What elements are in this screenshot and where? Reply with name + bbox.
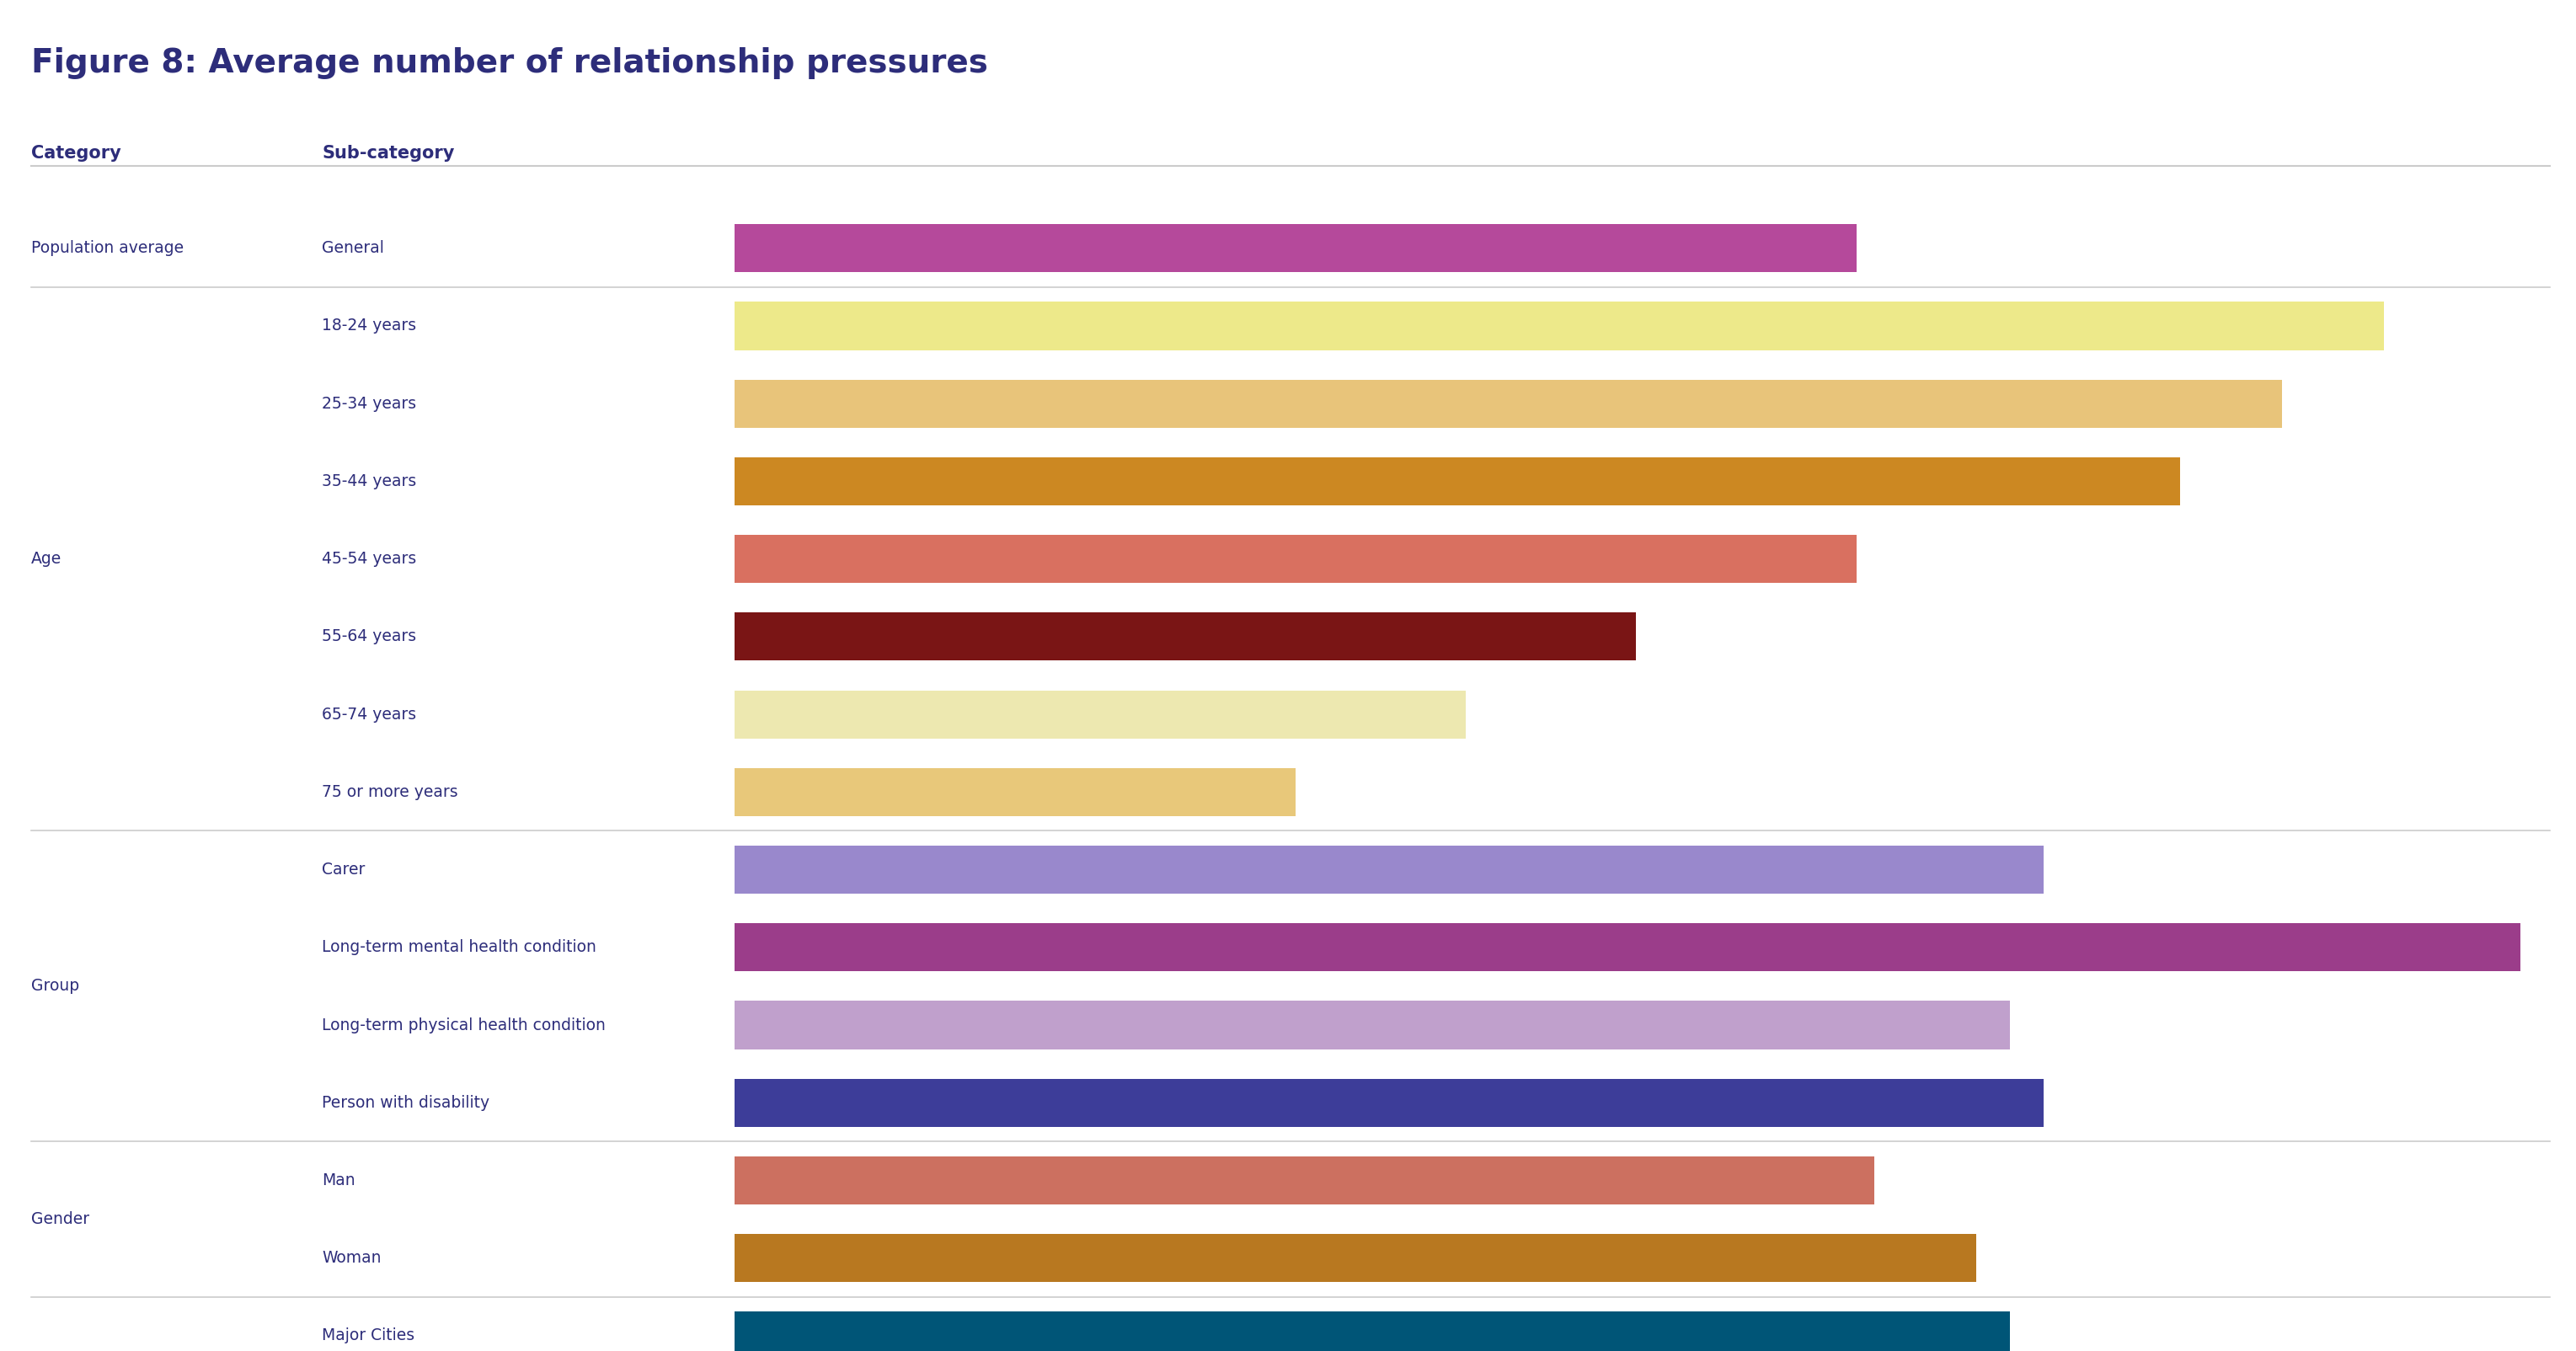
Text: 18-24 years: 18-24 years — [322, 317, 417, 334]
Text: Age: Age — [31, 551, 62, 567]
Text: Person with disability: Person with disability — [322, 1094, 489, 1111]
Bar — [734, 690, 1466, 739]
Text: Man: Man — [322, 1173, 355, 1189]
Bar — [734, 767, 1296, 816]
Text: 55-64 years: 55-64 years — [322, 628, 417, 644]
Text: 65-74 years: 65-74 years — [322, 707, 417, 723]
Text: 75 or more years: 75 or more years — [322, 784, 459, 800]
Text: 45-54 years: 45-54 years — [322, 551, 417, 567]
Text: Sub-category: Sub-category — [322, 146, 453, 162]
Bar — [734, 612, 1636, 661]
Bar — [734, 1156, 1873, 1205]
Bar — [734, 923, 2519, 971]
Bar — [734, 380, 2282, 428]
Text: 25-34 years: 25-34 years — [322, 396, 417, 412]
Text: 35-44 years: 35-44 years — [322, 473, 417, 489]
Text: Carer: Carer — [322, 862, 366, 878]
Bar — [734, 457, 2179, 505]
Text: Woman: Woman — [322, 1250, 381, 1266]
Bar — [734, 301, 2385, 350]
Text: Group: Group — [31, 978, 80, 994]
Bar — [734, 224, 1857, 273]
Bar — [734, 535, 1857, 584]
Bar — [734, 1312, 2009, 1351]
Text: Long-term physical health condition: Long-term physical health condition — [322, 1017, 605, 1034]
Text: Long-term mental health condition: Long-term mental health condition — [322, 939, 598, 955]
Text: Figure 8: Average number of relationship pressures: Figure 8: Average number of relationship… — [31, 47, 987, 80]
Text: Major Cities: Major Cities — [322, 1328, 415, 1344]
Text: General: General — [322, 240, 384, 257]
Text: Category: Category — [31, 146, 121, 162]
Text: Gender: Gender — [31, 1212, 90, 1227]
Bar — [734, 846, 2043, 894]
Bar — [734, 1078, 2043, 1127]
Bar — [734, 1001, 2009, 1050]
Text: Population average: Population average — [31, 240, 183, 257]
Bar — [734, 1233, 1976, 1282]
